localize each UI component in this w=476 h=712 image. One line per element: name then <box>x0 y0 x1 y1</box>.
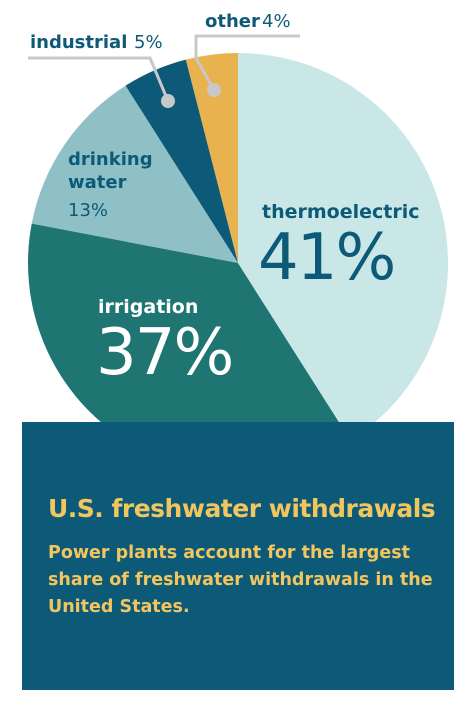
value-label: 5% <box>134 32 163 53</box>
slice-label: thermoelectric <box>262 201 420 223</box>
value-label: 4% <box>262 11 291 32</box>
pie-slice <box>185 53 238 263</box>
leader-dot <box>161 94 175 108</box>
pie-slice <box>27 223 351 474</box>
chart-subtitle: Power plants account for the largest sha… <box>48 543 433 618</box>
value-label: 13% <box>68 200 109 221</box>
slice-label: industrial <box>30 32 128 53</box>
chart-title: U.S. freshwater withdrawals <box>48 494 436 523</box>
slice-label: irrigation <box>98 296 199 318</box>
value-label: 37% <box>96 316 234 390</box>
pie-slice <box>125 59 238 264</box>
leader-line <box>194 34 300 91</box>
pie-slice <box>31 85 238 264</box>
caption-box: U.S. freshwater withdrawals Power plants… <box>22 422 454 690</box>
value-label: 41% <box>258 221 396 295</box>
slice-label: other <box>205 11 260 32</box>
leader-line <box>28 56 170 102</box>
pie-slice <box>238 53 449 441</box>
slice-label: drinking water <box>68 149 153 194</box>
leader-dot <box>207 83 221 97</box>
